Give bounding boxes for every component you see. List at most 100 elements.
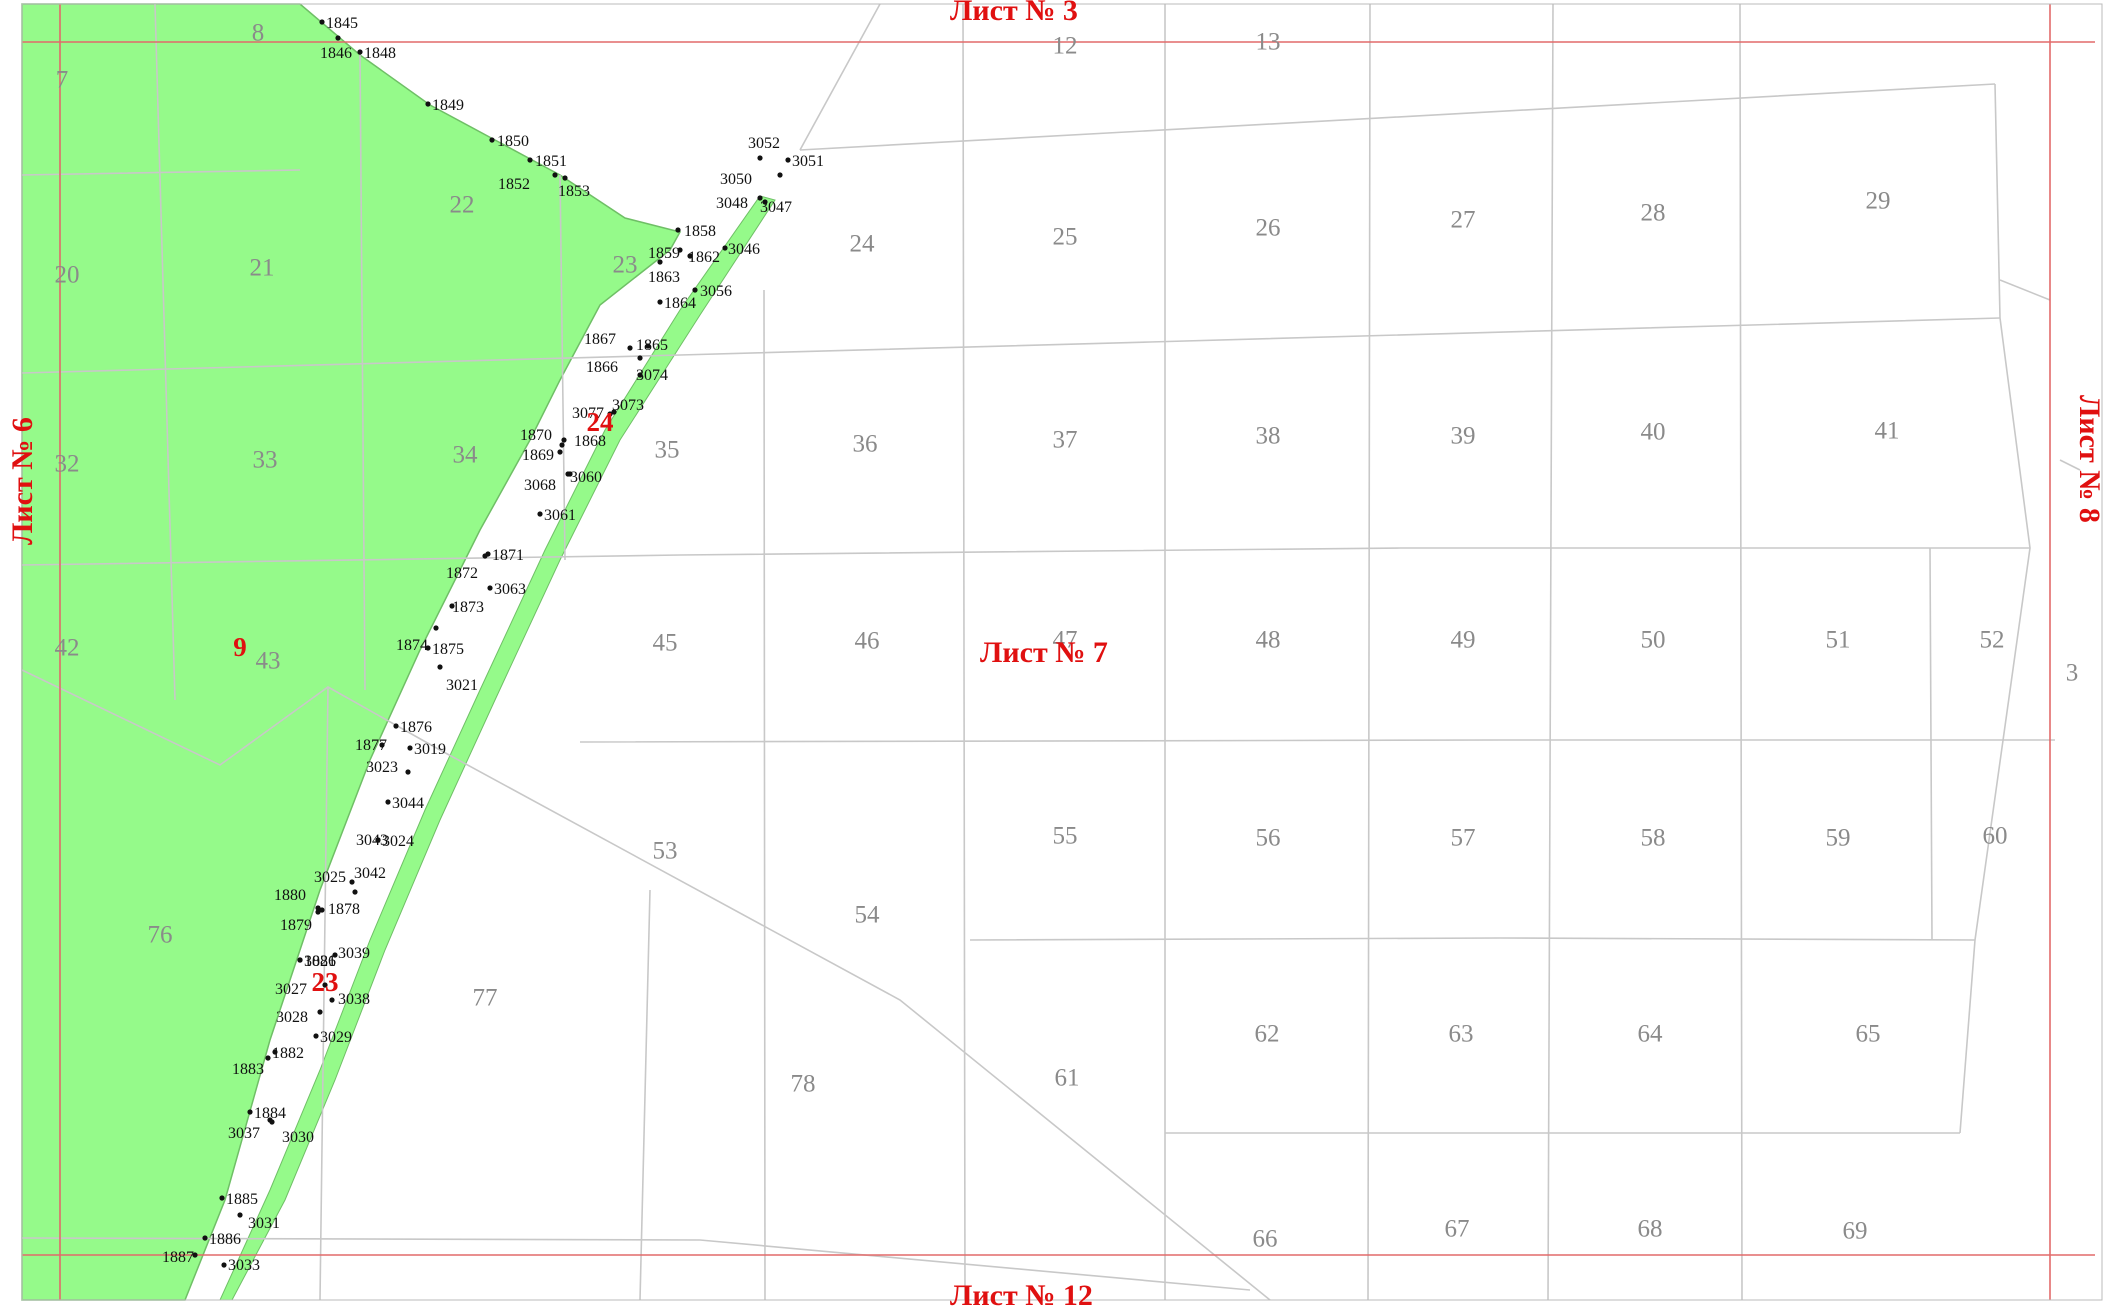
survey-point-dot — [757, 155, 763, 161]
survey-point-dot — [221, 1262, 227, 1268]
survey-point-dot — [313, 1033, 319, 1039]
survey-point-label: 1850 — [497, 133, 529, 150]
plot-number-7: 7 — [56, 67, 69, 94]
survey-point-label: 3042 — [354, 865, 386, 882]
plot-number-41: 41 — [1875, 418, 1900, 445]
survey-point-dot — [537, 511, 543, 517]
survey-point-1883: 1883 — [232, 1055, 271, 1078]
plot-number-76: 76 — [148, 922, 173, 949]
survey-point-label: 3044 — [392, 795, 424, 812]
plot-number-20: 20 — [55, 262, 80, 289]
plot-number-48: 48 — [1256, 627, 1281, 654]
survey-point-1872: 1872 — [446, 553, 488, 582]
plot-number-63: 63 — [1449, 1021, 1474, 1048]
plot-number-65: 65 — [1856, 1021, 1881, 1048]
plot-number-51: 51 — [1826, 627, 1851, 654]
survey-point-dot — [657, 259, 663, 265]
survey-point-1871: 1871 — [485, 547, 524, 564]
survey-point-label: 1858 — [684, 223, 716, 240]
sheet-label-top: Лист № 3 — [950, 0, 1078, 27]
survey-point-label: 1862 — [688, 249, 720, 266]
plot-number-12: 12 — [1053, 33, 1078, 60]
survey-point-3050: 3050 — [720, 171, 783, 188]
plot-number-69: 69 — [1843, 1218, 1868, 1245]
plot-number-68: 68 — [1638, 1216, 1663, 1243]
survey-point-dot — [677, 247, 683, 253]
survey-point-dot — [265, 1055, 271, 1061]
survey-point-label: 1873 — [452, 599, 484, 616]
plot-number-64: 64 — [1638, 1021, 1664, 1048]
survey-point-1879: 1879 — [280, 909, 321, 934]
plot-number-3: 3 — [2066, 660, 2079, 687]
plot-number-29: 29 — [1866, 188, 1891, 215]
survey-point-3031: 3031 — [237, 1212, 280, 1232]
survey-point-label: 3077 — [572, 405, 604, 422]
survey-point-1877: 1877 — [355, 737, 387, 754]
survey-point-3048: 3048 — [716, 195, 763, 212]
parcel-boundaries — [21, 3, 2081, 1301]
survey-point-1884: 1884 — [247, 1105, 286, 1122]
survey-point-dot — [552, 172, 558, 178]
zone-number-24: 24 — [587, 407, 614, 437]
plot-number-42: 42 — [55, 635, 80, 662]
plot-number-8: 8 — [252, 20, 265, 47]
survey-point-dot — [317, 1009, 323, 1015]
survey-point-3073: 3073 — [607, 397, 644, 417]
survey-point-label: 3060 — [570, 469, 602, 486]
survey-point-dot — [335, 35, 341, 41]
survey-point-dot — [637, 372, 643, 378]
survey-point-dot — [272, 1049, 278, 1055]
survey-point-1853: 1853 — [558, 175, 590, 200]
survey-point-3023: 3023 — [366, 759, 411, 776]
survey-point-label: 1866 — [586, 359, 618, 376]
survey-point-label: 3023 — [366, 759, 398, 776]
survey-point-label: 3028 — [276, 1009, 308, 1026]
survey-point-dot — [192, 1252, 198, 1258]
plot-number-62: 62 — [1255, 1021, 1280, 1048]
plot-number-33: 33 — [253, 447, 278, 474]
survey-point-label: 3050 — [720, 171, 752, 188]
plot-number-50: 50 — [1641, 627, 1666, 654]
plot-number-58: 58 — [1641, 825, 1666, 852]
survey-point-dot — [385, 799, 391, 805]
survey-point-dot — [785, 157, 791, 163]
survey-point-dot — [202, 1235, 208, 1241]
survey-point-3056: 3056 — [692, 283, 732, 300]
survey-point-1866: 1866 — [586, 355, 643, 376]
plot-number-27: 27 — [1451, 207, 1476, 234]
survey-point-3038: 3038 — [329, 991, 370, 1008]
survey-point-label: 1879 — [280, 917, 312, 934]
survey-point-3033: 3033 — [221, 1257, 260, 1274]
survey-point-dot — [319, 19, 325, 25]
survey-point-1873: 1873 — [449, 599, 484, 616]
survey-point-1862: 1862 — [687, 249, 720, 266]
survey-point-3021: 3021 — [437, 664, 478, 694]
sheet-label-center: Лист № 7 — [980, 636, 1108, 669]
survey-point-dot — [562, 175, 568, 181]
plot-number-60: 60 — [1983, 823, 2008, 850]
survey-point-label: 1875 — [432, 641, 464, 658]
sheet-label-right: Лист № 8 — [2073, 395, 2106, 523]
survey-point-dot — [352, 889, 358, 895]
survey-point-dot — [315, 909, 321, 915]
survey-point-3028: 3028 — [276, 1009, 323, 1026]
survey-point-label: 3021 — [446, 677, 478, 694]
survey-point-dot — [607, 411, 613, 417]
survey-point-1875: 1875 — [425, 641, 464, 658]
survey-point-1845: 1845 — [319, 15, 358, 32]
sheet-label-left: Лист № 6 — [6, 417, 39, 545]
survey-point-label: 1869 — [522, 447, 554, 464]
survey-point-label: 1859 — [648, 245, 680, 262]
survey-point-dot — [297, 957, 303, 963]
survey-point-label: 1883 — [232, 1061, 264, 1078]
survey-point-3061: 3061 — [537, 507, 576, 524]
plot-number-78: 78 — [791, 1071, 816, 1098]
survey-point-3074: 3074 — [636, 367, 668, 384]
plot-number-43: 43 — [256, 648, 281, 675]
survey-point-dot — [357, 49, 363, 55]
survey-point-label: 3031 — [248, 1215, 280, 1232]
survey-point-label: 3073 — [612, 397, 644, 414]
survey-point-dot — [437, 664, 443, 670]
survey-point-label: 3037 — [228, 1125, 260, 1142]
